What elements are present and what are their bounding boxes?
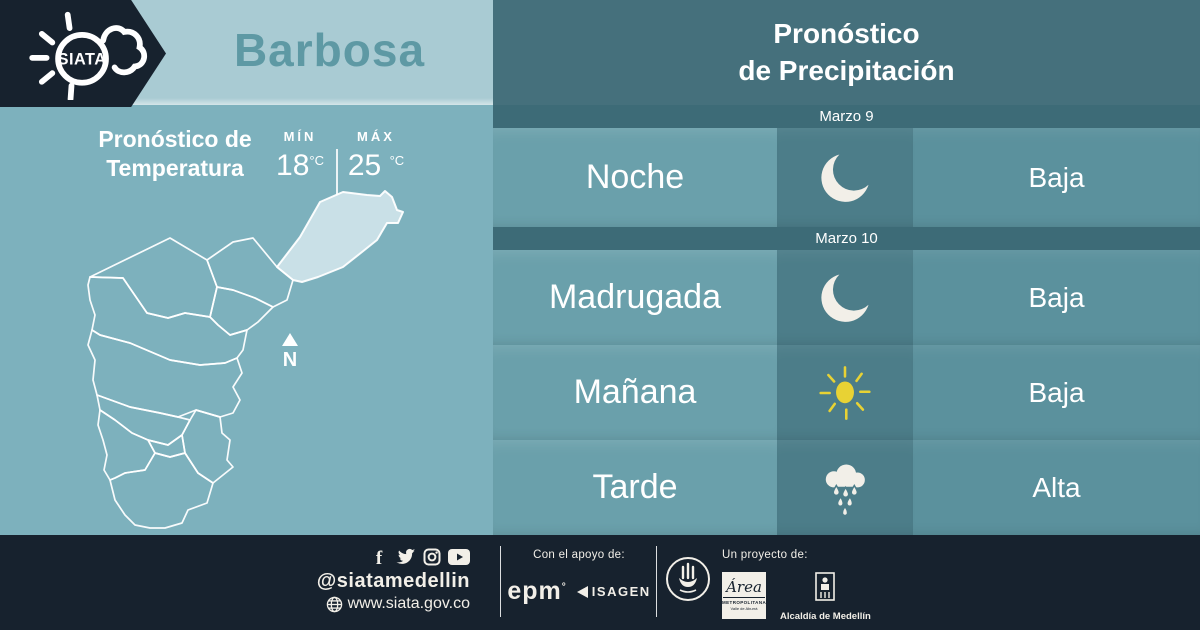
icon-cell bbox=[777, 128, 913, 227]
twitter-icon[interactable] bbox=[395, 548, 416, 566]
youtube-icon[interactable] bbox=[448, 548, 470, 566]
temperature-title-line1: Pronóstico de bbox=[98, 126, 252, 152]
isagen-logo: ISAGEN bbox=[576, 584, 651, 599]
north-label: N bbox=[283, 349, 297, 371]
facebook-icon[interactable]: f bbox=[370, 548, 388, 566]
sun-icon bbox=[819, 365, 871, 420]
area-script: Área bbox=[723, 578, 765, 598]
alcaldia-logo: Alcaldía de Medellín bbox=[780, 572, 871, 622]
alcaldia-emblem-icon bbox=[815, 572, 836, 601]
temperature-max: MÁX 25 °C bbox=[342, 129, 410, 183]
temperature-panel: Pronóstico de Temperatura MÍN 18°C MÁX 2… bbox=[0, 105, 493, 535]
project-block: Un proyecto de: Área METROPOLITANA Valle… bbox=[722, 549, 871, 622]
period-label: Noche bbox=[493, 128, 777, 227]
forecast-row-madrugada: Madrugada Baja bbox=[493, 250, 1200, 345]
max-label: MÁX bbox=[357, 129, 395, 144]
period-label: Tarde bbox=[493, 440, 777, 535]
precipitation-level: Baja bbox=[913, 345, 1200, 440]
max-unit: °C bbox=[389, 153, 405, 168]
moon-icon bbox=[821, 273, 869, 322]
rain-cloud-icon bbox=[825, 463, 865, 516]
area-metropolitana-label: METROPOLITANA bbox=[722, 600, 766, 605]
support-block: Con el apoyo de: epm° ISAGEN bbox=[507, 549, 651, 606]
precipitation-title-line2: de Precipitación bbox=[738, 54, 955, 86]
valle-aburra-label: Valle de Aburrá bbox=[730, 606, 758, 611]
website-row[interactable]: www.siata.gov.co bbox=[317, 595, 470, 613]
period-label: Madrugada bbox=[493, 250, 777, 345]
svg-text:f: f bbox=[376, 548, 383, 566]
brand-arrow: SIATA bbox=[0, 0, 166, 107]
period-label: Mañana bbox=[493, 345, 777, 440]
location-title: Barbosa bbox=[233, 24, 426, 76]
temperature-divider bbox=[336, 149, 338, 195]
support-label: Con el apoyo de: bbox=[533, 549, 625, 561]
max-value: 25 bbox=[347, 149, 382, 182]
social-handle[interactable]: @siatamedellin bbox=[316, 570, 470, 592]
isagen-icon bbox=[576, 584, 588, 598]
footer-divider bbox=[500, 546, 501, 617]
alcaldia-label: Alcaldía de Medellín bbox=[780, 611, 871, 622]
temperature-min: MÍN 18°C bbox=[268, 129, 332, 183]
temperature-title: Pronóstico de Temperatura bbox=[62, 125, 288, 183]
date-band-marzo9: Marzo 9 bbox=[493, 105, 1200, 128]
area-metropolitana-logo: Área METROPOLITANA Valle de Aburrá bbox=[722, 572, 766, 619]
date-band-marzo10: Marzo 10 bbox=[493, 227, 1200, 250]
precipitation-level: Baja bbox=[913, 250, 1200, 345]
min-value-wrap: 18°C bbox=[268, 149, 332, 183]
footer-divider bbox=[656, 546, 657, 617]
map-region-barbosa-highlight bbox=[276, 190, 404, 283]
north-arrow-icon: N bbox=[282, 333, 298, 371]
website-url[interactable]: www.siata.gov.co bbox=[347, 595, 470, 612]
isagen-label: ISAGEN bbox=[591, 584, 651, 599]
epm-logo: epm° bbox=[507, 577, 567, 605]
precipitation-header: Pronóstico de Precipitación bbox=[493, 0, 1200, 105]
footer: f @siatamedellin bbox=[0, 535, 1200, 630]
forecast-row-manana: Mañana Baja bbox=[493, 345, 1200, 440]
social-block: f @siatamedellin bbox=[317, 547, 470, 613]
svg-text:SIATA: SIATA bbox=[58, 51, 107, 69]
temperature-title-line2: Temperatura bbox=[106, 154, 244, 181]
precipitation-level: Baja bbox=[913, 128, 1200, 227]
precipitation-title-line1: Pronóstico bbox=[773, 17, 920, 49]
social-icons: f bbox=[317, 547, 470, 567]
icon-cell bbox=[777, 440, 913, 535]
project-label: Un proyecto de: bbox=[722, 549, 808, 561]
sponsor-logos: epm° ISAGEN bbox=[507, 577, 651, 606]
map-region bbox=[97, 409, 156, 481]
precipitation-level: Alta bbox=[913, 440, 1200, 535]
forecast-table: Marzo 9 Noche Baja Marzo 10 Madrugada Ba… bbox=[493, 105, 1200, 535]
epm-label: epm bbox=[507, 577, 562, 605]
project-logos: Área METROPOLITANA Valle de Aburrá bbox=[722, 572, 871, 622]
max-value-wrap: 25 °C bbox=[342, 149, 410, 183]
university-seal-icon bbox=[665, 556, 711, 607]
map-region bbox=[87, 276, 248, 366]
forecast-row-noche: Noche Baja bbox=[493, 128, 1200, 227]
icon-cell bbox=[777, 250, 913, 345]
siata-logo-icon: SIATA bbox=[29, 11, 148, 100]
min-unit: °C bbox=[309, 153, 324, 168]
map-region bbox=[209, 286, 274, 336]
min-label: MÍN bbox=[283, 129, 317, 144]
globe-icon bbox=[326, 596, 342, 612]
map-region bbox=[109, 452, 214, 529]
icon-cell bbox=[777, 345, 913, 440]
forecast-row-tarde: Tarde bbox=[493, 440, 1200, 535]
instagram-icon[interactable] bbox=[423, 548, 441, 566]
moon-icon bbox=[821, 153, 869, 202]
map-region bbox=[87, 329, 243, 418]
municipalities-map: N bbox=[87, 190, 404, 529]
min-value: 18 bbox=[276, 149, 310, 182]
